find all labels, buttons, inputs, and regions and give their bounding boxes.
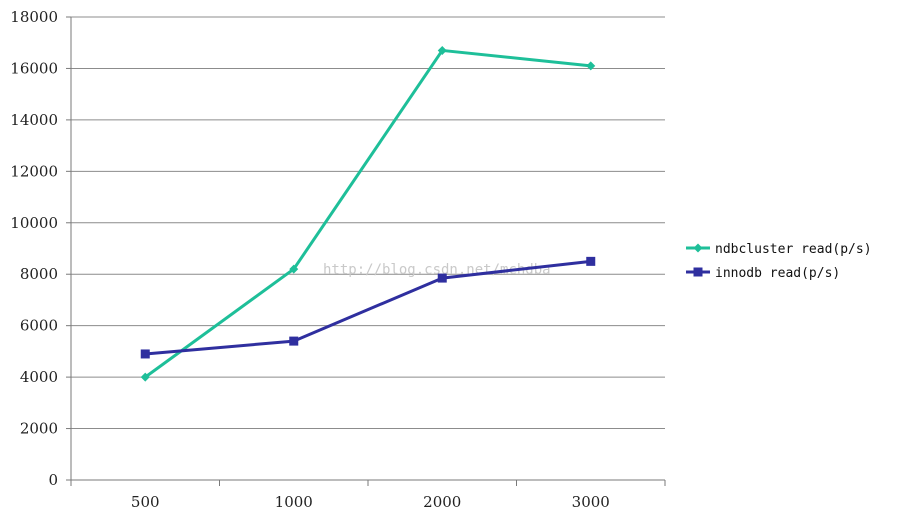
data-point: [586, 256, 596, 266]
series-1: [140, 256, 596, 359]
data-point: [289, 264, 299, 274]
data-point: [437, 273, 447, 283]
legend: ndbcluster read(p/s) innodb read(p/s): [686, 242, 872, 281]
x-tick-label: 2000: [423, 493, 461, 511]
y-tick-label: 4000: [20, 368, 58, 386]
series-0: [140, 45, 596, 382]
legend-label: innodb read(p/s): [715, 266, 840, 281]
data-point: [586, 61, 596, 71]
y-tick-label: 0: [48, 471, 58, 489]
data-point: [140, 372, 150, 382]
y-tick-label: 6000: [20, 317, 58, 335]
y-tick-label: 8000: [20, 265, 58, 283]
legend-label: ndbcluster read(p/s): [715, 242, 872, 257]
watermark: http://blog.csdn.net/mchdba: [323, 262, 551, 278]
y-tick-label: 12000: [10, 162, 58, 180]
axes: [66, 16, 666, 486]
data-point: [140, 349, 150, 359]
x-tick-label: 1000: [275, 493, 313, 511]
y-tick-label: 10000: [10, 214, 58, 232]
legend-item: innodb read(p/s): [686, 266, 840, 281]
x-tick-label: 500: [131, 493, 160, 511]
y-tick-label: 16000: [10, 59, 58, 77]
data-point: [437, 45, 447, 55]
legend-marker: [693, 267, 703, 277]
series-group: [140, 45, 596, 382]
series-line: [144, 48, 591, 379]
y-tick-label: 2000: [20, 420, 58, 438]
y-tick-label: 18000: [10, 8, 58, 26]
x-axis-tick-labels: 500 1000 2000 3000: [131, 493, 610, 511]
legend-item: ndbcluster read(p/s): [686, 242, 872, 257]
data-point: [289, 336, 299, 346]
legend-marker: [693, 243, 703, 253]
series-line: [145, 259, 591, 356]
y-axis-tick-labels: 0 2000 4000 6000 8000 10000 12000 14000 16000 180…: [10, 8, 58, 489]
gridlines: [71, 16, 665, 430]
y-tick-label: 14000: [10, 111, 58, 129]
x-tick-label: 3000: [572, 493, 610, 511]
